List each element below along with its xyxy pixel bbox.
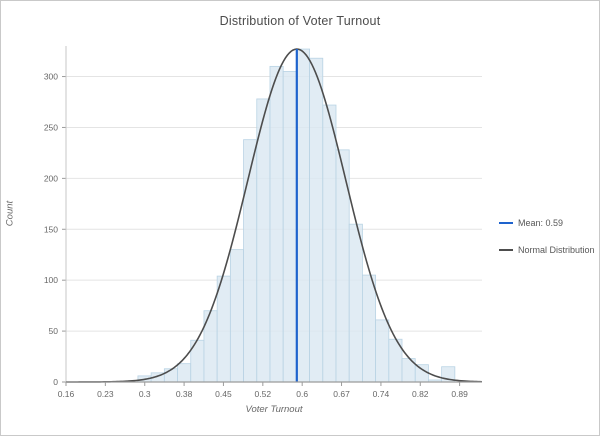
legend-item-normal-distribution[interactable]: Normal Distribution (499, 245, 595, 255)
x-tick-label: 0.45 (215, 389, 232, 399)
histogram-bar[interactable] (163, 368, 178, 383)
histogram-bar[interactable] (322, 104, 337, 383)
y-axis-title: Count (4, 200, 16, 227)
histogram-bar[interactable] (177, 363, 192, 383)
histogram-bar[interactable] (229, 249, 244, 383)
histogram-bar[interactable] (269, 65, 284, 383)
legend-label-normal-distribution: Normal Distribution (518, 245, 595, 255)
mean-line-swatch-icon (499, 222, 513, 224)
histogram-bar[interactable] (295, 48, 310, 383)
histogram-bar[interactable] (414, 364, 429, 383)
x-tick-label: 0.23 (97, 389, 114, 399)
x-tick-label: 0.38 (176, 389, 193, 399)
histogram-bar[interactable] (309, 57, 324, 383)
y-tick-label: 300 (44, 72, 58, 82)
x-tick-label: 0.67 (333, 389, 350, 399)
normal-distribution-curve (65, 48, 483, 383)
x-tick-label: 0.52 (255, 389, 272, 399)
histogram-bar[interactable] (256, 98, 271, 383)
histogram-bar[interactable] (216, 275, 231, 383)
x-axis-title: Voter Turnout (245, 404, 303, 415)
x-tick-label: 0.16 (58, 389, 75, 399)
normal-curve-swatch-icon (499, 249, 513, 251)
legend-item-mean[interactable]: Mean: 0.59 (499, 218, 595, 228)
histogram-bar[interactable] (348, 223, 363, 383)
y-tick-label: 50 (49, 326, 59, 336)
x-tick-label: 0.89 (451, 389, 468, 399)
y-tick-label: 250 (44, 122, 58, 132)
y-tick-label: 100 (44, 275, 58, 285)
x-tick-label: 0.74 (373, 389, 390, 399)
y-tick-label: 200 (44, 173, 58, 183)
y-tick-label: 150 (44, 224, 58, 234)
legend-label-mean: Mean: 0.59 (518, 218, 564, 228)
histogram-bar[interactable] (362, 274, 377, 383)
legend: Mean: 0.59 Normal Distribution (499, 218, 595, 272)
x-tick-label: 0.3 (139, 389, 151, 399)
x-tick-label: 0.82 (412, 389, 429, 399)
histogram-bar[interactable] (375, 319, 390, 383)
histogram-bar[interactable] (243, 139, 258, 383)
x-tick-label: 0.6 (296, 389, 308, 399)
y-tick-label: 0 (53, 377, 58, 387)
chart-title: Distribution of Voter Turnout (219, 14, 381, 28)
histogram-bar[interactable] (282, 71, 297, 383)
